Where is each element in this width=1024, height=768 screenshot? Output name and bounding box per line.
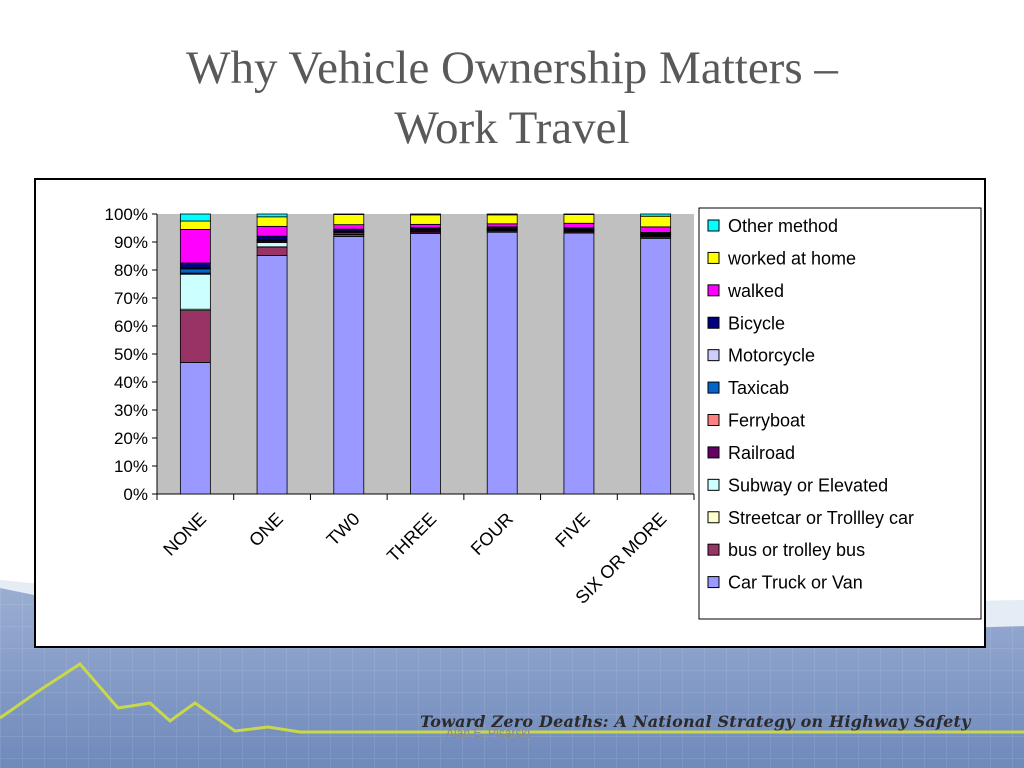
footer-author: Alan E. Pisarski (446, 726, 530, 740)
legend-swatch (708, 350, 719, 361)
legend-label: Motorcycle (728, 346, 815, 366)
legend-swatch (708, 415, 719, 426)
bar-segment (180, 311, 210, 363)
bar-segment (180, 221, 210, 229)
chart-frame: 0% 10% 20% 30% 40% 50% 60% 70% 80% 90% 100% NONE ONE… (34, 178, 986, 648)
legend-swatch (708, 512, 719, 523)
bar-segment (180, 362, 210, 494)
legend-label: Railroad (728, 443, 795, 463)
legend-label: bus or trolley bus (728, 540, 865, 560)
bar-segment (180, 274, 210, 309)
bar-segment (257, 256, 287, 494)
y-tick-label: 50% (114, 345, 148, 364)
slide-title: Why Vehicle Ownership Matters – Work Tra… (0, 38, 1024, 158)
x-tick-label: FIVE (551, 509, 593, 551)
legend-label: Car Truck or Van (728, 573, 863, 593)
bar-segment (180, 214, 210, 221)
bar-segment (487, 224, 517, 227)
bar-segment (411, 234, 441, 494)
x-tick-label: ONE (245, 509, 287, 551)
y-tick-label: 30% (114, 401, 148, 420)
bar-segment (564, 214, 594, 215)
legend-swatch (708, 577, 719, 588)
bar-segment (257, 236, 287, 239)
bar-segment (180, 269, 210, 273)
legend-label: Bicycle (728, 313, 785, 333)
bar-segment (334, 225, 364, 229)
y-tick-label: 60% (114, 317, 148, 336)
legend-label: worked at home (727, 248, 856, 268)
bar-segment (334, 214, 364, 215)
x-tick-label: THREE (383, 509, 440, 566)
y-tick-label: 100% (105, 205, 148, 224)
bar-segment (641, 227, 671, 233)
legend-label: Ferryboat (728, 411, 805, 431)
legend-swatch (708, 220, 719, 231)
bar-segment (257, 243, 287, 247)
bar-segment (564, 215, 594, 224)
bar-segment (257, 247, 287, 255)
y-tick-label: 40% (114, 373, 148, 392)
x-tick-label: NONE (159, 509, 210, 560)
bar-segment (257, 226, 287, 236)
x-tick-label: TW0 (323, 509, 364, 550)
bar-segment (180, 229, 210, 263)
legend-swatch (708, 317, 719, 328)
legend-label: Subway or Elevated (728, 475, 888, 495)
legend-swatch (708, 447, 719, 458)
y-tick-label: 0% (123, 485, 148, 504)
bar-segment (411, 215, 441, 225)
bar-segment (487, 232, 517, 494)
bar-segment (411, 224, 441, 227)
legend-label: Taxicab (728, 378, 789, 398)
y-tick-label: 90% (114, 233, 148, 252)
legend-swatch (708, 479, 719, 490)
y-tick-label: 70% (114, 289, 148, 308)
bar-segment (641, 216, 671, 227)
bar-segment (334, 215, 364, 225)
bar-segment (641, 214, 671, 216)
bar-segment (564, 233, 594, 494)
legend-label: Streetcar or Trollley car (728, 508, 914, 528)
y-tick-label: 10% (114, 457, 148, 476)
y-tick-label: 20% (114, 429, 148, 448)
legend-swatch (708, 252, 719, 263)
stacked-bar-chart: 0% 10% 20% 30% 40% 50% 60% 70% 80% 90% 100% NONE ONE… (36, 180, 984, 646)
legend-swatch (708, 285, 719, 296)
legend-swatch (708, 544, 719, 555)
bar-segment (257, 217, 287, 227)
bar-segment (487, 214, 517, 215)
legend-label: walked (727, 281, 784, 301)
slide-title-line-2: Work Travel (0, 98, 1024, 158)
slide-title-line-1: Why Vehicle Ownership Matters – (0, 38, 1024, 98)
legend-label: Other method (728, 216, 838, 236)
x-tick-label: FOUR (467, 509, 517, 559)
bar-segment (411, 214, 441, 215)
bar-segment (257, 214, 287, 217)
bar-segment (487, 215, 517, 224)
legend-swatch (708, 382, 719, 393)
bar-segment (564, 223, 594, 227)
y-tick-label: 80% (114, 261, 148, 280)
bar-segment (641, 238, 671, 494)
bar-segment (334, 236, 364, 494)
bar-segment (180, 263, 210, 268)
